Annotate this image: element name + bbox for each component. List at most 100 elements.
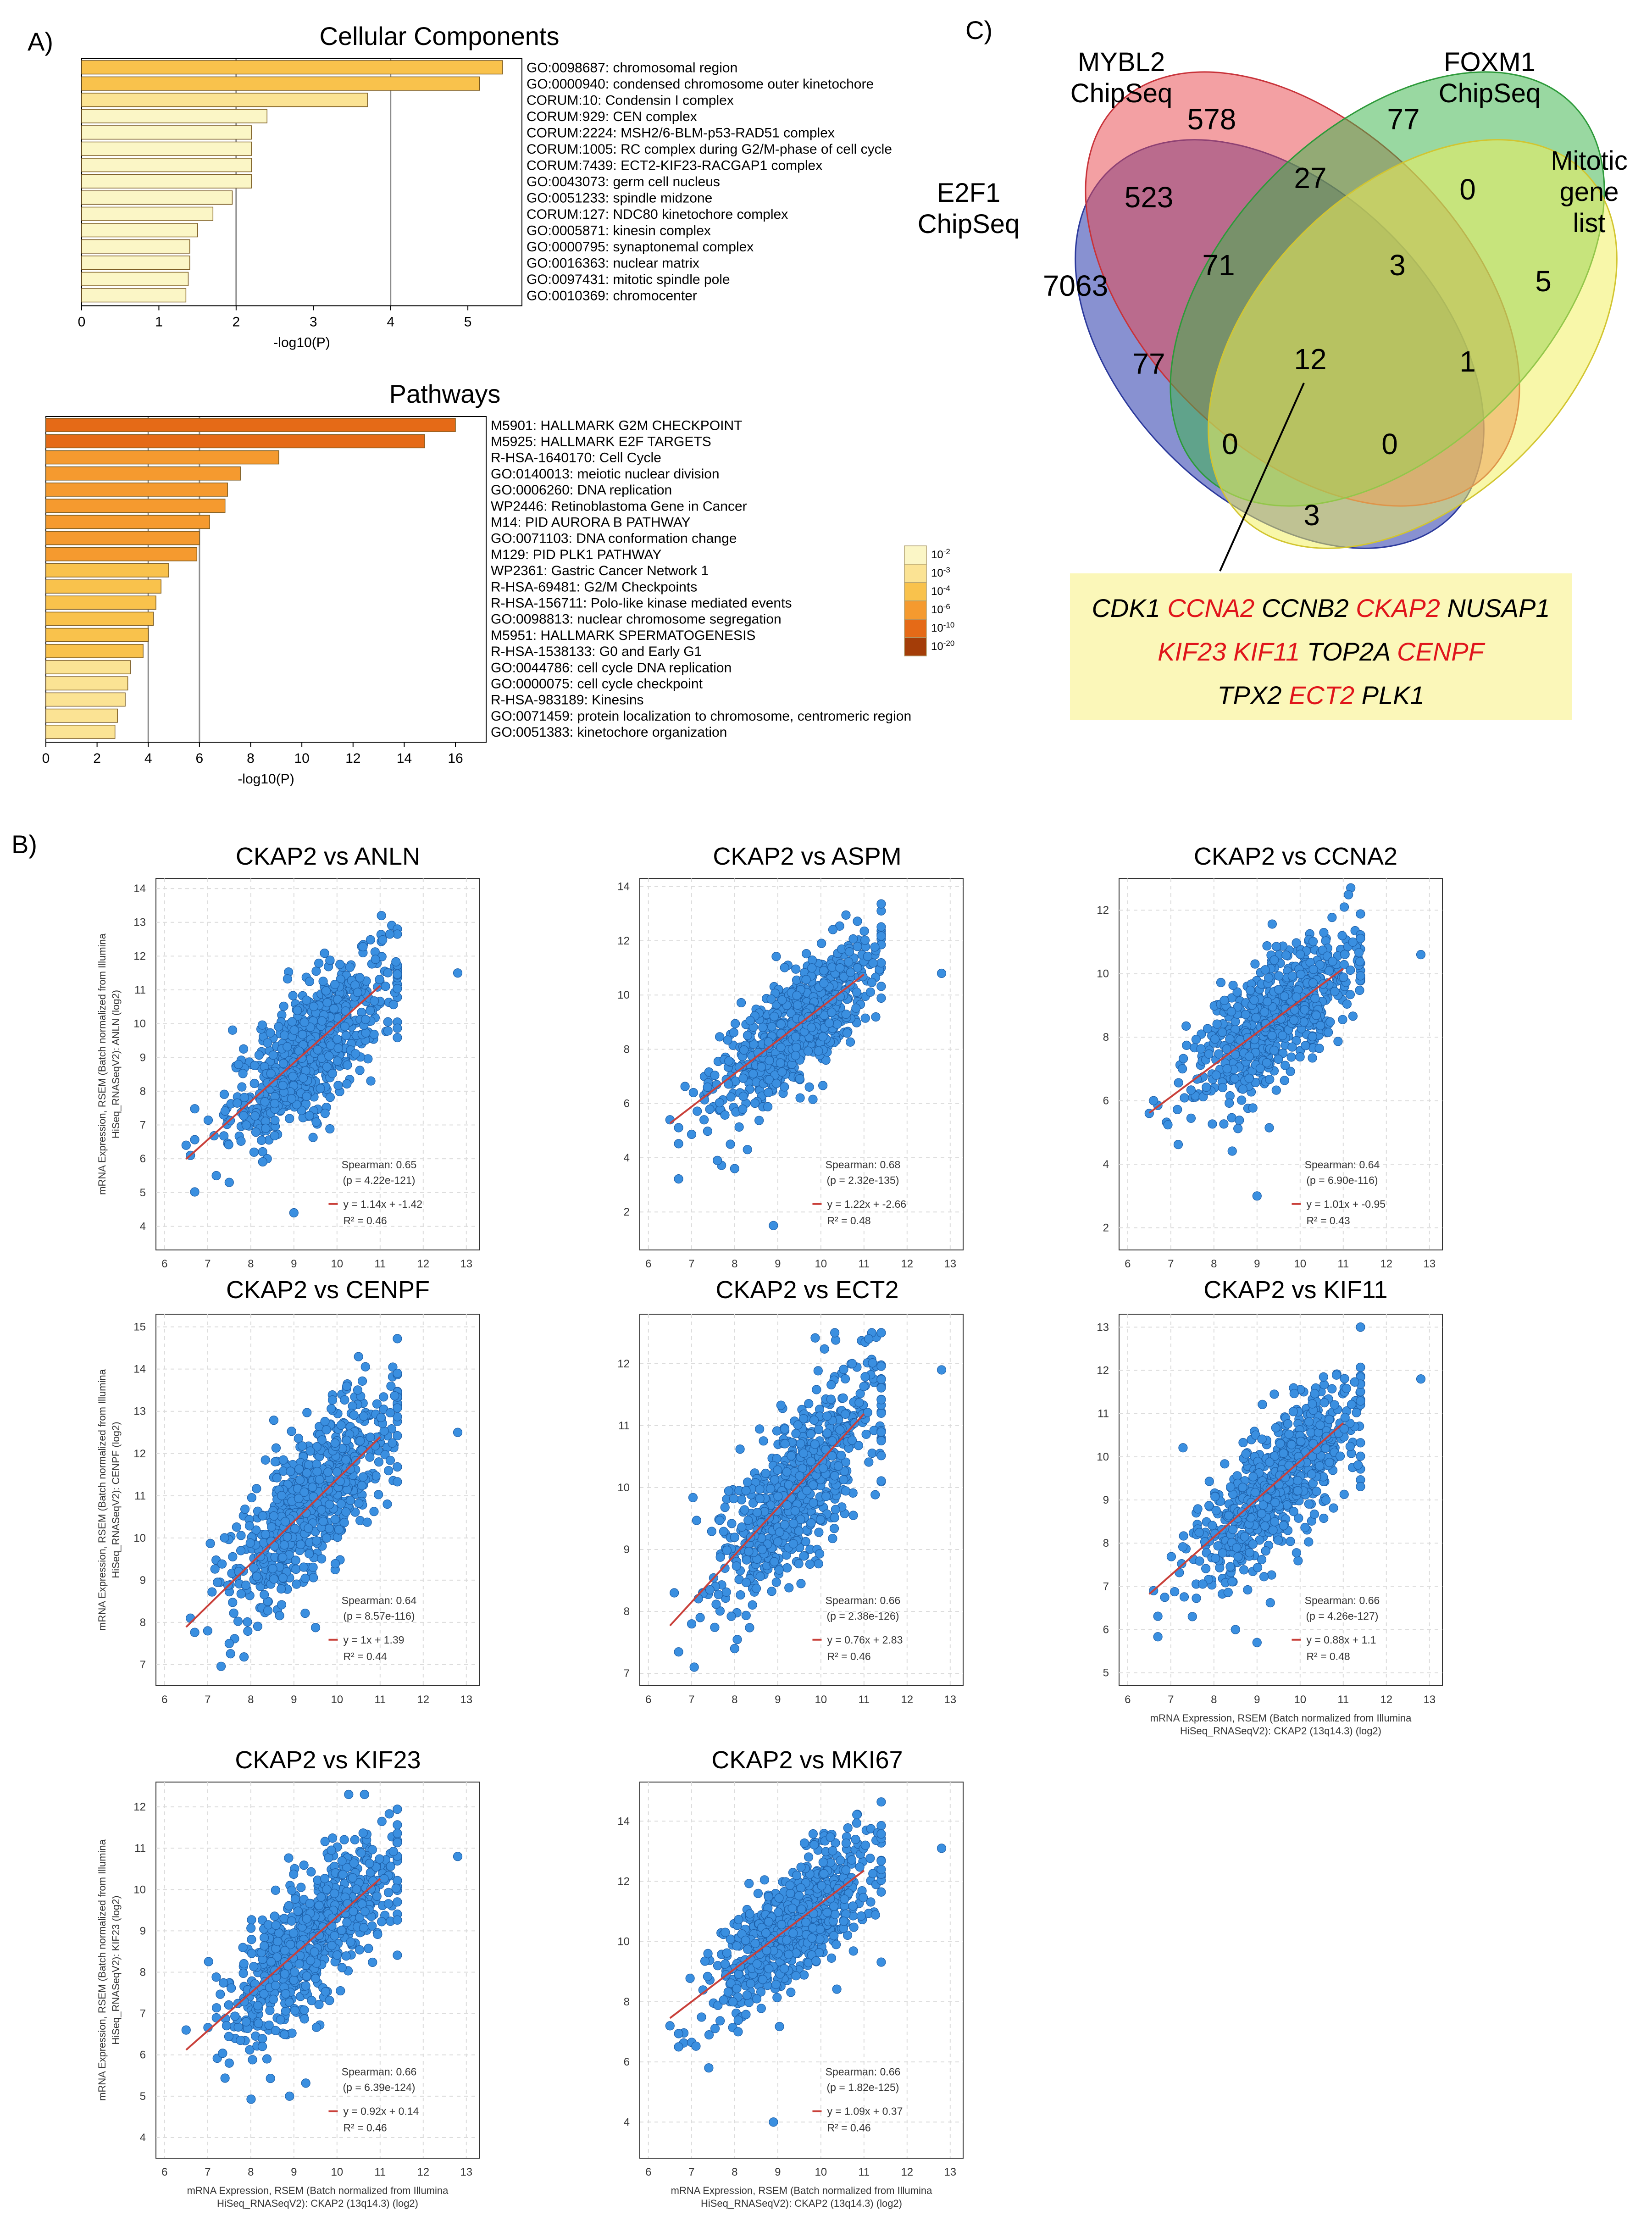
data-point [847,1435,857,1445]
x-tick-label: 7 [205,1694,211,1706]
y-tick-label: 8 [140,1966,146,1979]
data-point [769,1221,778,1230]
data-point [832,1019,842,1029]
venn-set-label: E2F1 [937,178,1001,208]
x-tick-label: 10 [1294,1258,1306,1270]
data-point [393,1431,402,1441]
data-point [876,1375,886,1384]
data-point [1248,1103,1258,1113]
stat-fit: y = 0.88x + 1.1 [1306,1634,1376,1646]
venn-count: 27 [1294,161,1326,194]
data-point [1192,1594,1201,1603]
y-tick-label: 2 [624,1206,630,1218]
data-point [1273,1535,1283,1545]
data-point [297,1105,306,1115]
data-point [1286,1052,1296,1062]
data-point [1231,1625,1240,1634]
data-point [341,1507,351,1517]
x-tick-label: 12 [901,1694,913,1706]
y-tick-label: 4 [140,1220,146,1233]
data-point [285,1114,294,1123]
data-point [1338,1015,1347,1024]
data-point [211,1171,221,1181]
data-point [742,1555,751,1565]
data-point [1251,1013,1261,1022]
x-tick-label: 8 [1211,1258,1217,1270]
venn-pointer-line [1219,383,1305,572]
bar [81,190,233,205]
data-point [1182,1040,1192,1050]
data-point [752,1508,762,1517]
data-point [263,1038,272,1048]
data-point [336,1420,346,1430]
data-point [771,952,781,961]
bar-category-label: GO:0000795: synaptonemal complex [527,239,754,255]
gene-name: KIF11 [1226,637,1300,666]
data-point [715,1098,724,1108]
data-point [353,988,363,997]
x-tick-label: 8 [247,751,255,766]
bar [81,223,198,238]
data-point [375,975,384,984]
data-point [247,1493,256,1503]
data-point [852,988,862,997]
data-point [311,966,321,976]
data-point [788,1539,798,1549]
data-point [769,1011,779,1022]
data-point [807,963,817,973]
data-point [1352,1408,1361,1417]
data-point [1227,1577,1237,1587]
data-point [791,1051,800,1061]
data-point [748,1069,758,1078]
data-point [1179,1054,1188,1063]
data-point [1311,1011,1321,1020]
data-point [268,1564,277,1573]
data-point [335,960,345,969]
data-point [299,1017,309,1027]
data-point [848,934,858,944]
y-tick-label: 6 [624,1098,630,1110]
data-point [1342,999,1352,1009]
y-tick-label: 6 [1103,1095,1109,1107]
bar [81,109,267,123]
chart-title: CKAP2 vs ECT2 [715,1276,898,1304]
data-point [190,1135,200,1144]
x-tick-label: 6 [1125,1258,1131,1270]
data-point [1296,1437,1306,1446]
bar-category-label: R-HSA-1640170: Cell Cycle [491,450,661,466]
x-tick-label: 2 [93,751,101,766]
data-point [330,1559,340,1569]
data-point [340,1022,350,1031]
data-point [1230,1074,1240,1083]
data-point [293,1005,302,1015]
x-tick-label: 13 [460,2166,472,2178]
data-point [803,1046,813,1056]
data-point [305,977,315,986]
data-point [730,1533,739,1542]
data-point [1178,1064,1187,1074]
bar-category-label: GO:0016363: nuclear matrix [527,256,699,271]
y-tick-label: 8 [140,1616,146,1629]
data-point [730,1019,740,1028]
bar-category-label: GO:0006260: DNA replication [491,483,672,498]
data-point [782,1467,792,1477]
data-point [287,1017,297,1027]
x-tick-label: 7 [1168,1258,1174,1270]
data-point [735,1444,745,1454]
data-point [341,1951,351,1961]
bar-category-label: CORUM:10: Condensin I complex [527,93,734,108]
data-point [755,1484,765,1494]
data-point [853,942,862,951]
data-point [818,1463,828,1473]
data-point [828,1533,837,1544]
data-point [1244,1073,1254,1083]
y-tick-label: 11 [134,1490,146,1502]
stat-r2: R² = 0.48 [1306,1650,1350,1662]
x-tick-label: 8 [1211,1694,1217,1706]
data-point [1319,1513,1329,1523]
bar-category-label: CORUM:127: NDC80 kinetochore complex [527,207,788,222]
data-point [315,1475,324,1484]
data-point [765,1484,775,1494]
data-point [814,1559,823,1569]
